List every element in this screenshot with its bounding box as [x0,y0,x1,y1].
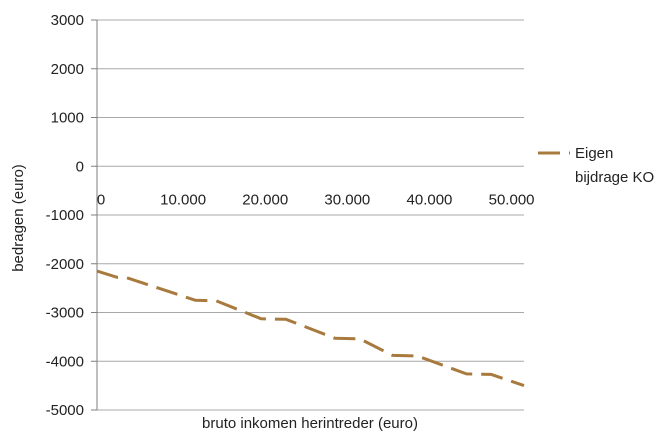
grid-lines [97,19,524,411]
x-tick-labels: 0 10.000 20.000 30.000 40.000 50.000 [97,191,535,208]
x-tick-label-5: 50.000 [489,191,535,208]
axes [91,19,98,411]
legend-label-line-2: bijdrage KO [575,169,654,186]
y-tick-label-5: -2000 [46,256,84,273]
x-tick-label-0: 0 [97,191,105,208]
y-tick-label-1: 2000 [51,61,84,78]
y-axis-title: bedragen (euro) [10,164,27,272]
x-tick-label-2: 20.000 [242,191,288,208]
y-tick-label-0: 3000 [51,12,84,29]
legend-label: Eigen bijdrage KO [575,145,654,186]
x-tick-label-3: 30.000 [324,191,370,208]
legend: Eigen bijdrage KO [538,145,654,186]
y-tick-label-3: 0 [76,158,84,175]
y-tick-label-6: -3000 [46,305,84,322]
x-tick-label-4: 40.000 [407,191,453,208]
series-line-0 [96,269,525,388]
x-axis-title: bruto inkomen herintreder (euro) [202,415,418,432]
y-tick-label-7: -4000 [46,353,84,370]
y-tick-label-4: -1000 [46,207,84,224]
x-tick-label-1: 10.000 [160,191,206,208]
y-tick-labels: 3000 2000 1000 0 -1000 -2000 -3000 -4000 -5000 [46,12,84,419]
y-tick-label-2: 1000 [51,110,84,127]
legend-label-line-1: Eigen [575,145,613,162]
series-lines [96,269,525,388]
y-tick-label-8: -5000 [46,402,84,419]
